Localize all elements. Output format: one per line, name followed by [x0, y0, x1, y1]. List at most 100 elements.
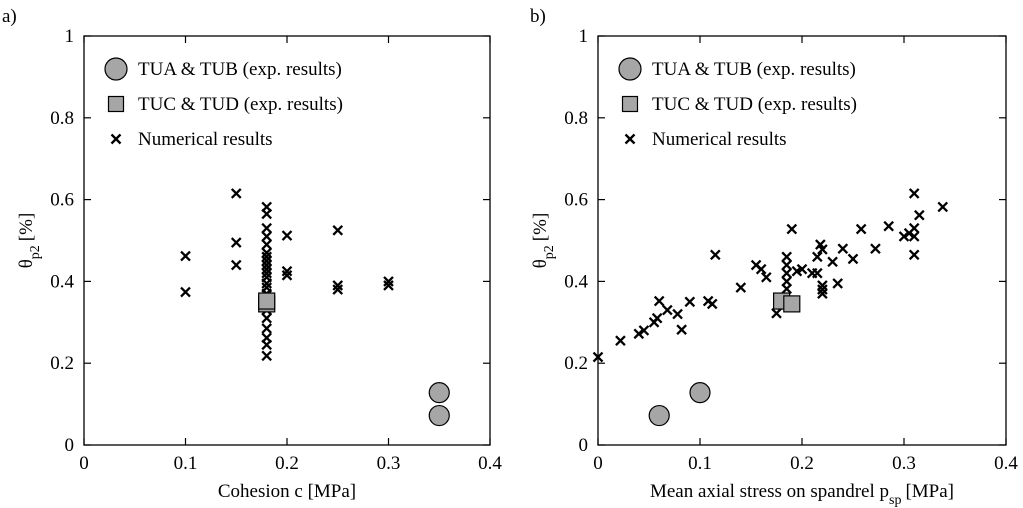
x-tick-label: 0.2: [275, 453, 299, 474]
data-point-cross: [261, 263, 273, 275]
data-point-cross: [261, 323, 273, 334]
data-point-cross-stroke-b: [261, 255, 273, 267]
data-point-cross-stroke-b: [817, 288, 828, 299]
data-point-cross: [261, 267, 273, 279]
data-point-cross-stroke-b: [615, 335, 626, 347]
data-point-cross: [230, 188, 242, 199]
data-point-cross: [883, 220, 895, 232]
data-point-cross-stroke-b: [230, 237, 242, 248]
data-point-cross: [781, 251, 793, 263]
data-point-cross-stroke-b: [750, 259, 762, 271]
data-point-cross-stroke-b: [638, 325, 650, 336]
data-point-cross-stroke-b: [755, 263, 767, 275]
legend-label: TUA & TUB (exp. results): [652, 59, 856, 80]
data-point-cross-stroke-b: [781, 259, 793, 271]
data-point-cross: [261, 278, 273, 289]
legend-marker-square: [107, 95, 125, 113]
x-tick-label: 0.3: [892, 453, 916, 474]
data-point-cross-stroke-b: [332, 284, 344, 295]
y-tick-label: 0.2: [50, 353, 74, 374]
data-point-cross: [898, 231, 910, 242]
y-tick-label: 0.8: [564, 108, 588, 129]
data-point-cross-stroke-b: [817, 244, 828, 255]
data-point-cross-stroke-b: [662, 304, 673, 316]
data-point-cross-stroke-b: [781, 283, 793, 295]
data-point-cross-stroke-b: [855, 223, 867, 235]
data-point-cross: [870, 243, 881, 254]
data-point-circle: [428, 382, 450, 404]
data-point-cross: [755, 263, 767, 275]
y-axis-label-subscript: p2: [542, 245, 557, 259]
data-point-cross-stroke-b: [261, 278, 273, 289]
data-point-cross-stroke-b: [261, 350, 273, 362]
data-point-cross: [796, 263, 808, 275]
data-point-cross-stroke-b: [332, 224, 344, 236]
data-point-cross-stroke-b: [281, 265, 293, 277]
data-point-cross: [261, 350, 273, 362]
data-point-cross-stroke-b: [781, 267, 793, 279]
data-point-cross: [817, 280, 828, 291]
data-point-cross: [832, 278, 844, 289]
data-point-cross: [781, 259, 793, 271]
legend-marker-cross-stroke-b: [624, 133, 636, 145]
legend-marker-cross: [110, 133, 122, 145]
data-point-cross-stroke-b: [815, 239, 826, 250]
data-point-cross: [908, 188, 920, 199]
data-point-cross: [332, 280, 344, 291]
data-point-cross: [281, 230, 293, 241]
data-point-square: [783, 295, 801, 313]
legend-marker-cross-stroke-b: [110, 133, 122, 145]
y-axis-label-unit: [%]: [530, 213, 551, 241]
data-point-cross-stroke-b: [180, 286, 191, 298]
data-point-cross-stroke-b: [261, 231, 273, 242]
data-point-cross-stroke-b: [908, 231, 920, 242]
data-point-cross-stroke-b: [261, 339, 273, 351]
y-axis-label-symbol: θ: [530, 259, 551, 268]
y-tick-label: 0.6: [50, 190, 74, 211]
data-point-cross-stroke-b: [261, 247, 273, 259]
data-point-cross-stroke-b: [651, 312, 663, 324]
data-point-cross: [638, 325, 650, 336]
data-point-cross-stroke-b: [832, 278, 844, 289]
data-point-cross-stroke-b: [786, 223, 798, 235]
data-point-cross-stroke-b: [672, 308, 683, 320]
data-point-cross: [837, 243, 849, 254]
y-tick-label: 1: [65, 26, 75, 47]
data-point-cross: [261, 312, 273, 324]
y-tick-label: 1: [579, 26, 589, 47]
data-point-cross: [908, 222, 920, 234]
data-point-cross: [180, 250, 191, 262]
y-tick-label: 0.4: [50, 271, 74, 292]
y-tick-label: 0.2: [564, 353, 588, 374]
data-point-cross-stroke-b: [796, 263, 808, 275]
y-tick-label: 0: [65, 435, 75, 456]
data-point-cross-stroke-b: [261, 239, 273, 250]
data-point-cross-stroke-b: [230, 188, 242, 199]
data-point-cross: [261, 339, 273, 351]
data-point-cross-stroke-b: [817, 284, 828, 295]
data-point-cross-stroke-b: [709, 249, 721, 261]
data-point-cross: [827, 256, 838, 268]
y-tick-label: 0.4: [564, 271, 588, 292]
y-tick-label: 0.8: [50, 108, 74, 129]
data-point-cross-stroke-b: [180, 250, 191, 262]
data-point-cross: [230, 237, 242, 248]
data-point-cross: [771, 307, 782, 319]
data-point-cross: [633, 328, 645, 340]
legend-marker-circle: [618, 57, 642, 81]
data-point-cross: [332, 284, 344, 295]
data-point-cross: [261, 247, 273, 259]
data-point-cross: [817, 244, 828, 255]
data-point-cross-stroke-b: [898, 231, 910, 242]
legend-label: Numerical results: [652, 129, 787, 150]
data-point-cross: [662, 304, 673, 316]
data-point-cross-stroke-b: [913, 209, 925, 221]
data-point-cross-stroke-b: [332, 280, 344, 291]
data-point-cross: [817, 288, 828, 299]
chart-panel-a: a) 0 0.1 0.2 0.3 0.4 0 0.2 0.4 0.6 0.8 1 Cohesion c …: [2, 6, 502, 502]
y-axis-label-symbol: θ: [16, 259, 37, 268]
x-tick-label: 0.1: [688, 453, 712, 474]
panel-label: a): [2, 6, 17, 27]
data-point-cross: [180, 286, 191, 298]
